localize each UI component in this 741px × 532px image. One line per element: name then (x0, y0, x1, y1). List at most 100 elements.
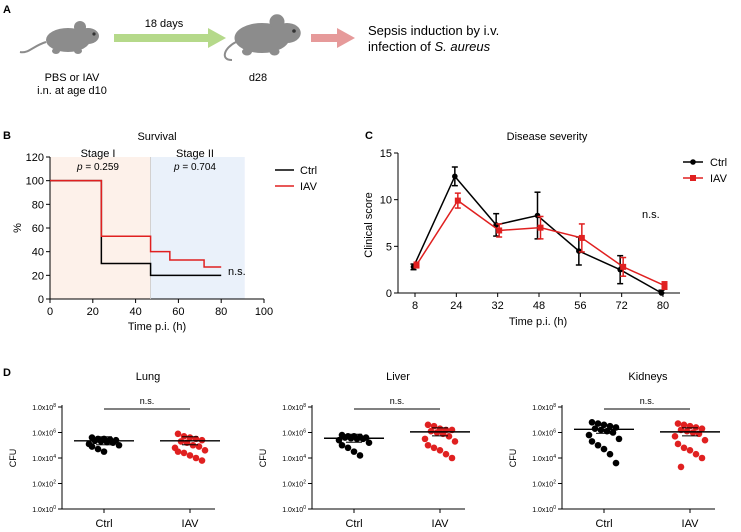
data-point (620, 263, 627, 270)
sepsis-line1: Sepsis induction by i.v. (368, 23, 499, 38)
p-symbol: p (173, 162, 180, 173)
data-point (350, 448, 358, 455)
data-point (186, 452, 194, 459)
data-point (115, 441, 123, 449)
data-point (612, 459, 620, 467)
data-point (606, 450, 614, 458)
data-point (588, 419, 596, 426)
severity-y-label: Clinical score (363, 192, 375, 257)
stage-1-background (50, 157, 151, 299)
data-point (698, 425, 706, 432)
y-tick-label: 40 (32, 247, 44, 259)
legend-iav-label: IAV (710, 173, 728, 185)
stage-1-pvalue: p = 0.259 (76, 162, 119, 173)
legend-iav-label: IAV (300, 181, 318, 193)
x-tick-label: 80 (657, 300, 669, 312)
y-tick-label: 80 (32, 199, 44, 211)
data-point (680, 444, 688, 452)
x-tick-label: 40 (129, 306, 141, 318)
survival-ns-annotation: n.s. (228, 266, 246, 278)
mouse1-caption-line2: i.n. at age d10 (37, 85, 107, 97)
x-tick-label: 24 (450, 300, 462, 312)
lung-plot: Lung 1.0x100 1.0x102 1.0x104 1.0x106 1.0x108 C… (8, 371, 220, 530)
p-symbol: p (76, 162, 83, 173)
data-point (445, 433, 453, 440)
x-tick-label: 80 (215, 306, 227, 318)
y-tick-label: 20 (32, 270, 44, 282)
data-point (671, 433, 679, 440)
x-tick-label: 56 (574, 300, 586, 312)
y-tick-label: 5 (386, 241, 392, 253)
data-point (174, 448, 182, 455)
x-tick-label: IAV (182, 518, 200, 530)
x-tick-label: 72 (616, 300, 628, 312)
ns-annotation: n.s. (390, 396, 405, 406)
y-tick-label: 1.0x100 (32, 505, 56, 514)
data-point (100, 448, 108, 455)
legend-ctrl-label: Ctrl (300, 165, 317, 177)
y-tick-label: 0 (38, 294, 44, 306)
kidneys-plot: Kidneys 1.0x100 1.0x102 1.0x104 1.0x106 1.0x1… (508, 371, 720, 530)
y-tick-label: 1.0x102 (282, 480, 306, 489)
data-point (452, 173, 458, 180)
y-tick-label: 100 (26, 176, 44, 188)
data-point (588, 438, 596, 445)
data-point (585, 431, 593, 439)
data-point (192, 454, 200, 462)
severity-title: Disease severity (507, 131, 588, 143)
sepsis-line2-organism: S. aureus (435, 39, 491, 54)
y-axis-label: CFU (508, 449, 518, 468)
severity-line-iav (415, 199, 665, 287)
ns-annotation: n.s. (140, 396, 155, 406)
x-tick-label: 100 (255, 306, 273, 318)
data-point (180, 449, 188, 457)
severity-x-label: Time p.i. (h) (509, 316, 567, 328)
duration-label: 18 days (145, 18, 184, 30)
data-point (496, 227, 503, 234)
y-tick-label: 60 (32, 223, 44, 235)
data-point (661, 282, 668, 289)
x-tick-label: Ctrl (345, 518, 362, 530)
data-point (365, 439, 373, 447)
data-point (609, 429, 617, 436)
panel-b-label: B (3, 130, 11, 142)
plot-title: Liver (386, 371, 410, 383)
mouse-icon (19, 21, 99, 54)
y-tick-label: 1.0x104 (532, 454, 556, 463)
data-point (537, 224, 544, 231)
y-tick-label: 1.0x106 (532, 429, 556, 438)
x-tick-label: 20 (87, 306, 99, 318)
green-arrow-icon (114, 28, 226, 48)
data-point (338, 441, 346, 449)
x-tick-label: Ctrl (595, 518, 612, 530)
data-point (436, 447, 444, 454)
data-point (186, 434, 194, 441)
data-point (606, 422, 614, 430)
x-tick-label: IAV (682, 518, 700, 530)
y-tick-label: 10 (380, 195, 392, 207)
data-point (615, 435, 623, 443)
liver-plot: Liver 1.0x100 1.0x102 1.0x104 1.0x106 1.0x108… (258, 371, 470, 530)
data-point (344, 444, 352, 452)
data-point (658, 290, 665, 296)
y-tick-label: 120 (26, 152, 44, 164)
data-point (674, 440, 682, 448)
x-tick-label: Ctrl (95, 518, 112, 530)
data-point (674, 420, 682, 427)
data-point (195, 443, 203, 450)
panel-c: C Disease severity 0 5 10 15 8 24 32 48 56 72 80 n… (363, 130, 728, 328)
stage-1-label: Stage I (81, 148, 116, 160)
data-point (448, 454, 456, 462)
red-arrow-icon (311, 28, 355, 48)
data-point (174, 430, 182, 438)
survival-y-label: % (12, 223, 24, 233)
data-point (413, 262, 420, 268)
survival-lines (50, 179, 222, 277)
data-point (576, 248, 582, 254)
y-tick-label: 1.0x108 (532, 403, 556, 412)
data-point (534, 212, 541, 219)
ns-annotation: n.s. (640, 396, 655, 406)
y-tick-label: 0 (386, 288, 392, 300)
survival-axes: 0 20 40 60 80 100 120 0 20 40 60 80 100 (26, 152, 274, 318)
y-tick-label: 1.0x100 (532, 505, 556, 514)
